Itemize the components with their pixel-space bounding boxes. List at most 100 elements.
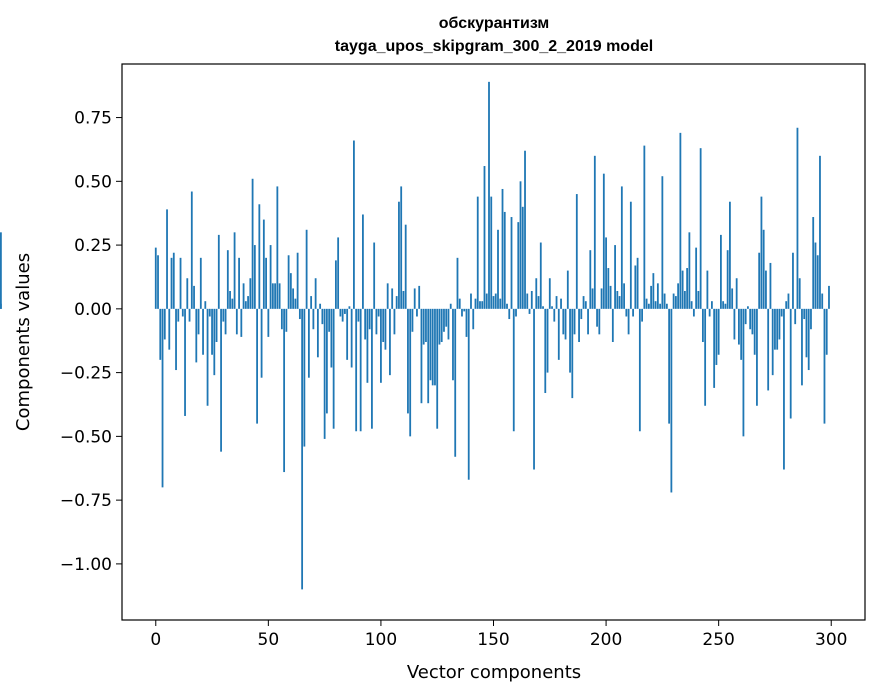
bar-122 — [429, 308, 432, 381]
bar-192 — [587, 308, 589, 335]
bar-68 — [307, 308, 310, 378]
bar-84 — [344, 308, 346, 314]
bar-280 — [785, 301, 788, 309]
bar-8 — [172, 252, 175, 309]
bar-135 — [458, 298, 461, 309]
bar-275 — [774, 308, 776, 350]
bar-274 — [771, 308, 774, 376]
bar-158 — [510, 217, 513, 309]
bar-163 — [521, 206, 524, 309]
bar-283 — [792, 252, 794, 309]
bar-180 — [560, 298, 562, 309]
bar-188 — [578, 308, 580, 342]
bar-199 — [602, 173, 605, 309]
bar-177 — [553, 308, 556, 322]
bar-273 — [769, 262, 772, 309]
bar-247 — [711, 301, 713, 309]
bar-175 — [548, 278, 551, 309]
chart-title: обскурантизм — [439, 15, 549, 32]
bar-100 — [380, 308, 382, 383]
bar-5 — [166, 209, 168, 309]
bar-146 — [483, 166, 486, 309]
bar-268 — [758, 252, 761, 309]
bar-181 — [562, 308, 565, 335]
bar-57 — [283, 308, 286, 473]
bar-111 — [404, 224, 407, 309]
bar-126 — [438, 308, 441, 345]
bar-262 — [744, 308, 747, 325]
bar-128 — [443, 308, 445, 332]
bar-2 — [159, 308, 162, 360]
bar-134 — [456, 257, 459, 309]
bar-286 — [798, 278, 801, 309]
bar-255 — [729, 201, 731, 309]
bar-137 — [463, 308, 466, 312]
bar-59 — [287, 255, 290, 309]
y-axis-ticks: −1.00 −0.75 −0.50 −0.25 0.00 0.25 0.50 0.75 — [60, 109, 122, 575]
bar-102 — [384, 308, 387, 350]
bar-241 — [697, 290, 700, 309]
bar-109 — [400, 186, 403, 309]
bar-14 — [186, 278, 189, 309]
bar-0 — [154, 247, 157, 309]
bar-33 — [229, 290, 231, 309]
bar-238 — [690, 301, 693, 309]
x-tick-label: 300 — [815, 630, 847, 650]
bar-167 — [530, 290, 533, 309]
bar-149 — [490, 196, 493, 309]
bar-44 — [253, 245, 256, 309]
bar-147 — [485, 293, 488, 309]
bar-207 — [620, 186, 623, 309]
bar-236 — [686, 268, 689, 309]
bar-296 — [821, 293, 824, 309]
y-axis-label: Components values — [13, 253, 34, 431]
bar-75 — [323, 308, 326, 439]
bar-278 — [780, 308, 783, 317]
bar-246 — [708, 308, 711, 317]
bar-232 — [677, 283, 680, 309]
bar-173 — [544, 308, 547, 394]
bar-299 — [828, 285, 830, 309]
bar-193 — [589, 250, 592, 309]
bar-294 — [816, 255, 819, 309]
bar-123 — [431, 308, 434, 386]
bar-216 — [641, 308, 643, 322]
bar-35 — [233, 232, 236, 309]
bar-63 — [296, 252, 299, 309]
bar-56 — [280, 308, 283, 330]
bar-12 — [181, 308, 184, 317]
bar-21 — [202, 308, 204, 355]
bar-215 — [638, 308, 641, 432]
bar-54 — [276, 186, 279, 309]
bar-260 — [740, 308, 743, 360]
bar-70 — [312, 308, 315, 330]
bar-69 — [310, 296, 313, 309]
x-axis-label: Vector components — [407, 662, 581, 683]
bar-46 — [258, 204, 261, 309]
bar-42 — [249, 278, 252, 309]
bar-276 — [776, 308, 779, 350]
bar-65 — [301, 308, 304, 590]
bar-95 — [368, 308, 371, 330]
bar-45 — [256, 308, 258, 424]
bar-250 — [717, 308, 720, 355]
bar-257 — [733, 308, 736, 340]
bar-22 — [204, 301, 207, 309]
bar-231 — [674, 296, 677, 309]
bar-251 — [720, 234, 722, 309]
bar-28 — [217, 234, 220, 309]
y-tick-label: 0.00 — [74, 300, 112, 320]
bar-121 — [427, 308, 430, 404]
bar-16 — [190, 191, 193, 309]
bar-125 — [436, 308, 439, 429]
bar-6 — [168, 308, 171, 350]
bar-110 — [402, 290, 405, 309]
bar-67 — [305, 229, 308, 309]
x-tick-label: 100 — [365, 630, 397, 650]
bar-290 — [807, 308, 810, 371]
bar-168 — [533, 308, 535, 470]
bar-90 — [357, 308, 360, 322]
bar-88 — [353, 140, 355, 309]
bar-143 — [476, 196, 479, 309]
bar-27 — [215, 308, 218, 342]
